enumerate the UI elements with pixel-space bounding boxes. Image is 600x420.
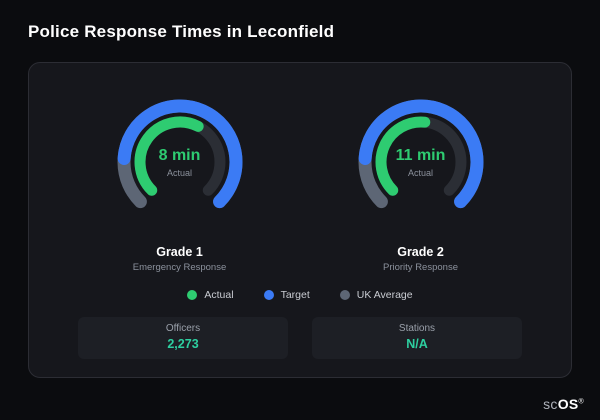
legend-label: UK Average — [356, 289, 413, 301]
stat-value: 2,273 — [167, 337, 199, 351]
legend-item-target[interactable]: Target — [263, 289, 310, 301]
stat-value: N/A — [406, 337, 428, 351]
uk-average-legend-dot-icon — [339, 290, 350, 300]
gauge-subtitle: Emergency Response — [132, 262, 227, 273]
legend-label: Target — [280, 289, 310, 301]
gauge-grade-2-chart: 11 min Actual — [346, 87, 496, 237]
brand-prefix: sc — [543, 396, 558, 412]
page-title: Police Response Times in Leconfield — [28, 22, 335, 41]
registered-mark: ® — [578, 398, 584, 406]
legend-item-actual[interactable]: Actual — [187, 289, 234, 301]
actual-arc — [134, 116, 204, 196]
scos-logo: scOS® — [543, 396, 584, 412]
chart-legend: Actual Target UK Average — [29, 289, 571, 301]
stat-label: Officers — [165, 323, 201, 334]
target-arc — [117, 99, 242, 209]
gauge-title: Grade 2 — [397, 245, 444, 259]
gauges-row: 8 min Actual Grade 1 Emergency Response … — [29, 87, 571, 273]
stat-label: Stations — [398, 323, 436, 334]
stats-row: Officers 2,273 Stations N/A — [29, 317, 571, 359]
gauge-title: Grade 1 — [156, 245, 203, 259]
target-arc — [358, 99, 483, 209]
stations-stat-box: Stations N/A — [312, 317, 522, 359]
brand-suffix: OS — [557, 396, 579, 412]
gauge-grade-1: 8 min Actual Grade 1 Emergency Response — [70, 87, 290, 273]
actual-arc — [375, 116, 430, 196]
officers-stat-box: Officers 2,273 — [78, 317, 288, 359]
gauge-grade-2: 11 min Actual Grade 2 Priority Response — [311, 87, 531, 273]
response-times-card: 8 min Actual Grade 1 Emergency Response … — [28, 62, 572, 378]
gauge-grade-1-svg — [117, 99, 242, 209]
target-legend-dot-icon — [263, 290, 274, 300]
gauge-subtitle: Priority Response — [383, 262, 458, 273]
gauge-grade-2-svg — [358, 99, 483, 209]
actual-legend-dot-icon — [187, 290, 198, 300]
legend-item-uk-average[interactable]: UK Average — [339, 289, 413, 301]
gauge-grade-1-chart: 8 min Actual — [105, 87, 255, 237]
legend-label: Actual — [204, 289, 234, 301]
